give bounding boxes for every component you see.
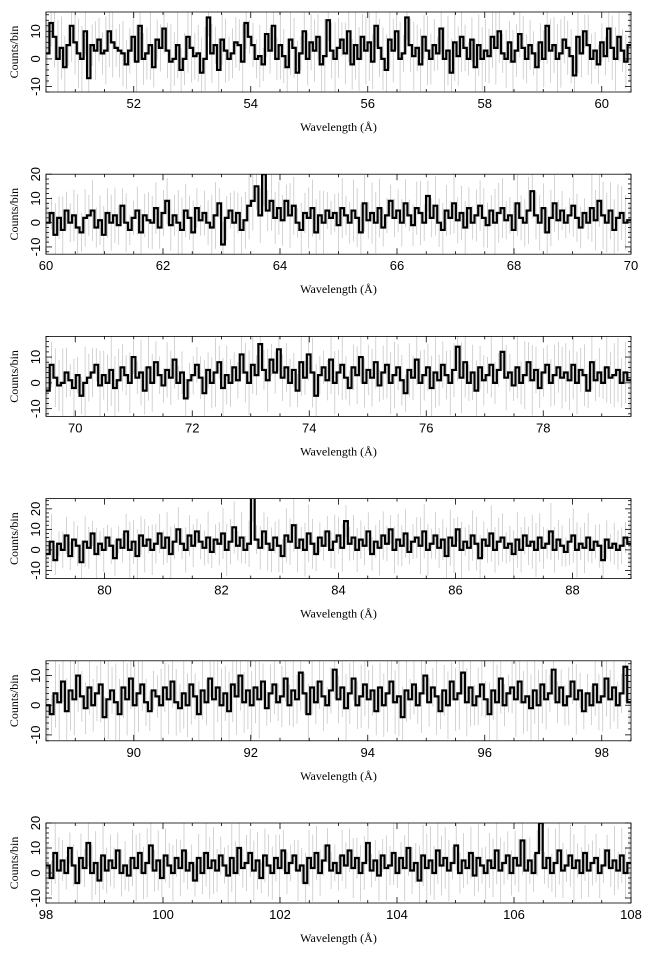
error-bars <box>47 498 630 579</box>
y-tick-label: -10 <box>28 561 43 580</box>
spectrum-step-line <box>46 174 631 246</box>
y-tick-label: 20 <box>28 816 43 830</box>
y-tick-label: 10 <box>28 350 43 364</box>
y-tick-label: 0 <box>28 55 43 62</box>
y-tick-label: 0 <box>28 546 43 553</box>
y-tick-label: 20 <box>28 167 43 181</box>
x-tick-label: 78 <box>536 420 550 435</box>
x-tick-label: 60 <box>39 258 53 273</box>
x-tick-label: 70 <box>68 420 82 435</box>
x-tick-label: 70 <box>624 258 638 273</box>
y-axis-label: Counts/bin <box>7 350 21 403</box>
spectrum-step-line <box>46 498 631 564</box>
y-tick-label: 10 <box>28 522 43 536</box>
spectrum-step-line <box>46 665 631 719</box>
y-tick-label: 10 <box>28 191 43 205</box>
y-axis-label: Counts/bin <box>7 188 21 241</box>
x-tick-label: 60 <box>595 96 609 111</box>
panel-2: 60 62 64 66 68 70 -10 0 10 20 Wavelength (Å) Counts… <box>7 167 638 296</box>
x-tick-label: 56 <box>361 96 375 111</box>
x-tick-label: 54 <box>244 96 258 111</box>
x-tick-label: 100 <box>152 907 174 922</box>
x-tick-label: 98 <box>595 745 609 760</box>
x-tick-label: 84 <box>331 583 345 598</box>
panel-6: 98 100 102 104 106 108 -10 0 10 20 Wavelength (Å) C… <box>7 816 642 945</box>
y-tick-label: 20 <box>28 502 43 516</box>
error-bars <box>47 660 630 741</box>
x-axis-label: Wavelength (Å) <box>300 769 377 783</box>
x-tick-label: 68 <box>507 258 521 273</box>
x-tick-label: 66 <box>390 258 404 273</box>
y-tick-label: 10 <box>28 841 43 855</box>
x-tick-label: 82 <box>214 583 228 598</box>
x-tick-label: 52 <box>127 96 141 111</box>
y-tick-label: 0 <box>28 702 43 709</box>
spectrum-step-line <box>46 16 631 80</box>
panel-5: 90 92 94 96 98 -10 0 10 Wavelength (Å) Counts/bin <box>7 660 632 783</box>
y-tick-label: -10 <box>28 725 43 744</box>
panel-4: 80 82 84 86 88 -10 0 10 20 Wavelength (Å) Counts/b… <box>7 498 632 621</box>
spectrum-step-line <box>46 823 631 885</box>
y-tick-label: -10 <box>28 889 43 908</box>
x-tick-label: 108 <box>620 907 642 922</box>
y-tick-label: 0 <box>28 869 43 876</box>
x-tick-label: 104 <box>386 907 408 922</box>
x-tick-label: 88 <box>565 583 579 598</box>
error-bars <box>47 174 630 255</box>
x-tick-label: 106 <box>503 907 525 922</box>
x-tick-label: 86 <box>448 583 462 598</box>
y-tick-label: 0 <box>28 219 43 226</box>
x-tick-label: 76 <box>419 420 433 435</box>
x-tick-label: 74 <box>302 420 316 435</box>
x-tick-label: 90 <box>127 745 141 760</box>
x-tick-label: 96 <box>478 745 492 760</box>
y-tick-label: 10 <box>28 668 43 682</box>
spectrum-step-line <box>46 343 631 400</box>
y-tick-label: 0 <box>28 379 43 386</box>
x-axis-label: Wavelength (Å) <box>300 120 377 134</box>
x-tick-label: 94 <box>361 745 375 760</box>
y-tick-label: 10 <box>28 24 43 38</box>
x-tick-label: 62 <box>156 258 170 273</box>
x-tick-label: 92 <box>244 745 258 760</box>
y-tick-label: -10 <box>28 238 43 257</box>
x-tick-label: 58 <box>478 96 492 111</box>
y-axis-label: Counts/bin <box>7 837 21 890</box>
x-tick-label: 102 <box>269 907 291 922</box>
panel-1: 52 54 56 58 60 -10 0 10 Wavelength (Å) Counts/bin <box>7 11 632 134</box>
x-tick-label: 72 <box>185 420 199 435</box>
y-axis-label: Counts/bin <box>7 26 21 79</box>
panel-3: 70 72 74 76 78 -10 0 10 Wavelength (Å) Counts/bin <box>7 335 632 458</box>
x-axis-label: Wavelength (Å) <box>300 282 377 296</box>
x-tick-label: 80 <box>97 583 111 598</box>
y-tick-label: -10 <box>28 399 43 418</box>
x-axis-label: Wavelength (Å) <box>300 444 377 458</box>
x-tick-label: 98 <box>39 907 53 922</box>
y-axis-label: Counts/bin <box>7 674 21 727</box>
y-tick-label: -10 <box>28 77 43 96</box>
y-axis-label: Counts/bin <box>7 512 21 565</box>
x-axis-label: Wavelength (Å) <box>300 931 377 945</box>
x-tick-label: 64 <box>273 258 287 273</box>
x-axis-label: Wavelength (Å) <box>300 607 377 621</box>
